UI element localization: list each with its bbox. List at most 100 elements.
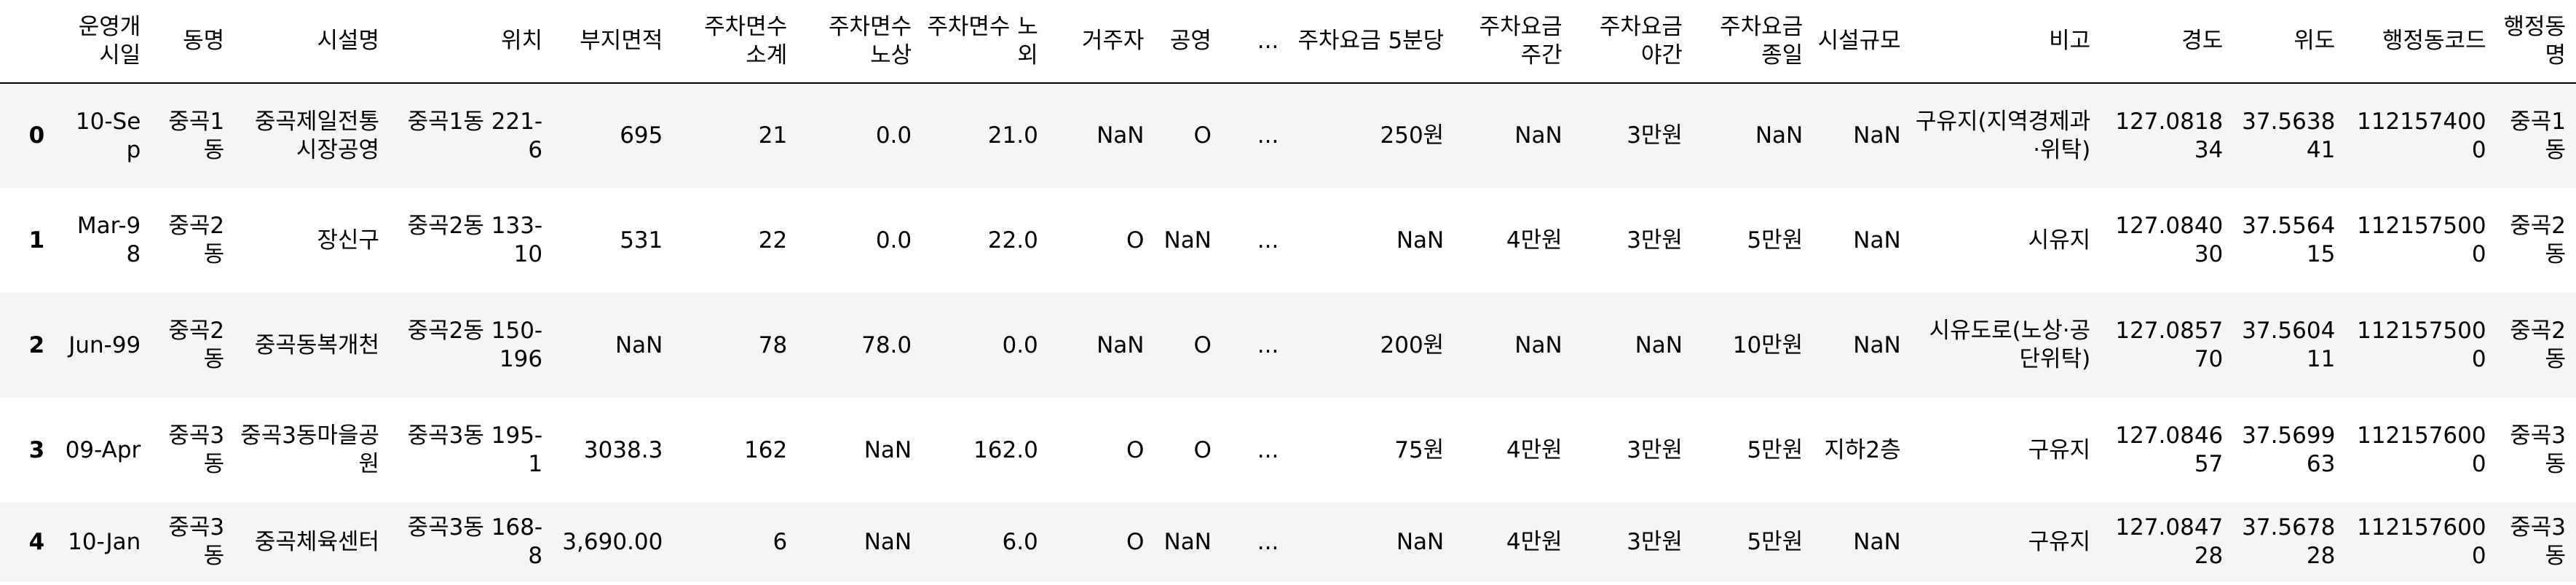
table-cell: NaN	[1853, 122, 1901, 149]
table-cell: ...	[1257, 227, 1279, 254]
table-cell: NaN	[1097, 331, 1145, 358]
table-cell: 127.084030	[2115, 213, 2224, 267]
table-cell: 중곡동복개천	[254, 331, 380, 358]
table-cell: NaN	[615, 331, 663, 358]
table-cell: NaN	[1853, 528, 1901, 555]
table-cell: 250원	[1380, 122, 1445, 149]
table-cell: O	[1193, 122, 1212, 149]
column-header: 주차면수 노외	[922, 0, 1048, 84]
table-cell: 0.0	[1002, 331, 1038, 358]
table-cell: 37.556415	[2242, 213, 2336, 267]
table-cell: 37.560411	[2242, 318, 2336, 372]
table-cell: 중곡2동 150-196	[407, 318, 543, 372]
table-cell: 1121574000	[2357, 108, 2486, 163]
table-cell: 37.569963	[2242, 423, 2336, 477]
table-cell: 구유지	[2028, 436, 2091, 463]
table-row: 0 10-Sep 중곡1동 중곡제일전통시장공영 중곡1동 221-6 695 21 0.0 2…	[0, 83, 2576, 188]
table-cell: 구유지(지역경제과·위탁)	[1915, 108, 2091, 163]
table-cell: 중곡3동 168-8	[407, 514, 543, 569]
table-cell: 5만원	[1747, 436, 1803, 463]
table-cell: 중곡체육센터	[254, 528, 380, 555]
header-row: 운영개시일 동명 시설명 위치 부지면적 주차면수 소계 주차면수 노상 주차면수 노외 거주자…	[0, 0, 2576, 84]
table-cell: 78	[758, 331, 788, 358]
column-header: 시설규모	[1813, 0, 1911, 84]
table-cell: 0.0	[875, 227, 912, 254]
table-cell: 695	[620, 122, 663, 149]
column-header: 주차요금 종일	[1692, 0, 1814, 84]
table-cell: 1121576000	[2357, 514, 2486, 569]
table-cell: 37.563841	[2242, 108, 2336, 163]
table-cell: ...	[1257, 331, 1279, 358]
row-index: 4	[28, 528, 45, 555]
table-cell: NaN	[1853, 227, 1901, 254]
table-cell: 중곡2동	[2510, 213, 2566, 267]
table-cell: 3만원	[1627, 528, 1683, 555]
column-header: 운영개시일	[59, 0, 151, 84]
table-cell: 4만원	[1506, 436, 1562, 463]
table-cell: O	[1126, 436, 1145, 463]
column-header: 행정동코드	[2345, 0, 2497, 84]
table-cell: 162	[744, 436, 788, 463]
table-cell: 장신구	[317, 227, 380, 254]
column-header: 위도	[2233, 0, 2346, 84]
table-cell: NaN	[1514, 122, 1562, 149]
table-cell: NaN	[1097, 122, 1145, 149]
table-cell: 중곡1동	[168, 108, 225, 163]
table-cell: Jun-99	[68, 331, 141, 358]
table-cell: NaN	[1635, 331, 1683, 358]
table-cell: NaN	[1396, 227, 1445, 254]
column-header: 주차면수 소계	[673, 0, 798, 84]
table-cell: 중곡1동	[2510, 108, 2566, 163]
table-cell: 중곡3동 195-1	[407, 423, 543, 477]
table-cell: O	[1193, 331, 1212, 358]
table-cell: 3,690.00	[562, 528, 663, 555]
column-header: 비고	[1911, 0, 2101, 84]
table-cell: NaN	[1163, 227, 1212, 254]
table-cell: 200원	[1380, 331, 1445, 358]
table-cell: 3038.3	[583, 436, 663, 463]
row-index: 1	[28, 227, 45, 254]
table-cell: 37.567828	[2242, 514, 2336, 569]
table-cell: 09-Apr	[65, 436, 141, 463]
table-cell: NaN	[1396, 528, 1445, 555]
table-row: 2 Jun-99 중곡2동 중곡동복개천 중곡2동 150-196 NaN 78 78.0 0.…	[0, 293, 2576, 398]
table-cell: 4만원	[1506, 227, 1562, 254]
column-header: 공영	[1154, 0, 1222, 84]
column-header: 행정동명	[2496, 0, 2576, 84]
table-cell: 1121576000	[2357, 423, 2486, 477]
table-cell: 5만원	[1747, 528, 1803, 555]
row-index: 3	[28, 436, 45, 463]
table-cell: O	[1126, 528, 1145, 555]
row-index: 0	[28, 122, 45, 149]
table-cell: 75원	[1394, 436, 1445, 463]
table-cell: ...	[1257, 436, 1279, 463]
table-cell: 구유지	[2028, 528, 2091, 555]
table-header: 운영개시일 동명 시설명 위치 부지면적 주차면수 소계 주차면수 노상 주차면수 노외 거주자…	[0, 0, 2576, 84]
table-cell: 10-Sep	[75, 108, 141, 163]
column-header: 주차요금 5분당	[1289, 0, 1455, 84]
column-header: 주차요금 야간	[1572, 0, 1693, 84]
column-header: 경도	[2101, 0, 2234, 84]
table-cell: 10-Jan	[68, 528, 141, 555]
table-cell: Mar-98	[76, 213, 141, 267]
table-body: 0 10-Sep 중곡1동 중곡제일전통시장공영 중곡1동 221-6 695 21 0.0 2…	[0, 83, 2576, 581]
table-cell: 531	[620, 227, 663, 254]
table-cell: 21.0	[987, 122, 1038, 149]
table-cell: 지하2층	[1824, 436, 1901, 463]
table-cell: 6.0	[1002, 528, 1038, 555]
table-cell: 22.0	[987, 227, 1038, 254]
table-row: 1 Mar-98 중곡2동 장신구 중곡2동 133-10 531 22 0.0 22.0 O Na…	[0, 188, 2576, 293]
table-cell: 3만원	[1627, 122, 1683, 149]
table-cell: 중곡2동	[168, 213, 225, 267]
table-cell: 0.0	[875, 122, 912, 149]
table-cell: NaN	[1163, 528, 1212, 555]
table-row: 3 09-Apr 중곡3동 중곡3동마을공원 중곡3동 195-1 3038.3 162 Na…	[0, 398, 2576, 503]
table-cell: 1121575000	[2357, 213, 2486, 267]
column-header: 위치	[390, 0, 553, 84]
table-cell: NaN	[1755, 122, 1803, 149]
table-cell: 중곡3동마을공원	[240, 423, 380, 477]
row-index: 2	[28, 331, 45, 358]
column-header: 시설명	[234, 0, 390, 84]
table-cell: 127.084728	[2115, 514, 2224, 569]
